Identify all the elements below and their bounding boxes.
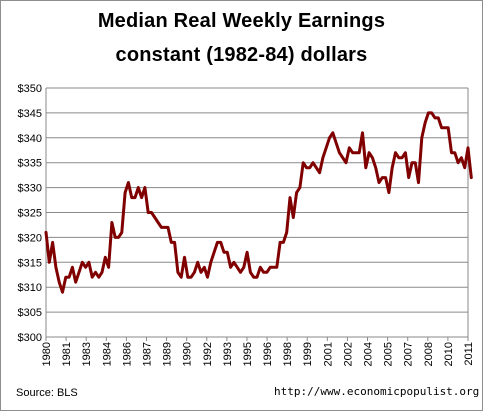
x-tick-label: 1989 <box>162 342 174 366</box>
chart-subtitle: constant (1982-84) dollars <box>115 44 368 66</box>
x-tick-label: 2011 <box>463 342 475 366</box>
y-tick-label: $340 <box>18 133 42 145</box>
y-tick-label: $310 <box>18 282 42 294</box>
x-axis-ticks <box>45 337 469 341</box>
gridlines <box>46 87 468 338</box>
x-tick-label: 1986 <box>121 342 133 366</box>
x-tick-label: 1990 <box>182 342 194 366</box>
x-tick-label: 1981 <box>61 342 73 366</box>
x-tick-label: 1983 <box>81 342 93 366</box>
x-tick-label: 1996 <box>262 342 274 366</box>
x-tick-label: 1987 <box>141 342 153 366</box>
x-tick-label: 1999 <box>302 342 314 366</box>
x-tick-label: 2005 <box>383 342 395 366</box>
source-url: http://www.economicpopulist.org <box>274 385 480 398</box>
y-tick-label: $305 <box>18 307 42 319</box>
x-tick-label: 2010 <box>443 342 455 366</box>
y-axis-labels: $300 $305 $310 $315 $320 $325 $330 $335 $340 $345… <box>18 83 42 344</box>
y-tick-label: $345 <box>18 108 42 120</box>
y-tick-label: $350 <box>18 83 42 95</box>
x-tick-label: 2008 <box>423 342 435 366</box>
chart-title: Median Real Weekly Earnings <box>97 10 386 32</box>
y-tick-label: $335 <box>18 158 42 170</box>
y-tick-label: $325 <box>18 208 42 220</box>
x-tick-label: 1984 <box>101 342 113 366</box>
y-tick-label: $300 <box>18 332 42 344</box>
x-tick-label: 1980 <box>41 342 53 366</box>
x-tick-label: 2004 <box>363 342 375 366</box>
x-axis-labels: 1980 1981 1983 1984 1986 1987 1989 1990 1992 1993… <box>41 342 475 366</box>
series-line <box>44 111 473 294</box>
plot-area <box>45 88 469 338</box>
x-tick-label: 1995 <box>242 342 254 366</box>
x-tick-label: 1993 <box>222 342 234 366</box>
y-tick-label: $315 <box>18 257 42 269</box>
y-tick-label: $330 <box>18 183 42 195</box>
x-tick-label: 1992 <box>202 342 214 366</box>
x-tick-label: 2001 <box>322 342 334 366</box>
x-tick-label: 2007 <box>403 342 415 366</box>
x-tick-label: 1998 <box>282 342 294 366</box>
series-group <box>44 111 473 294</box>
source-note: Source: BLS <box>16 387 78 399</box>
x-tick-label: 2002 <box>342 342 354 366</box>
y-tick-label: $320 <box>18 232 42 244</box>
